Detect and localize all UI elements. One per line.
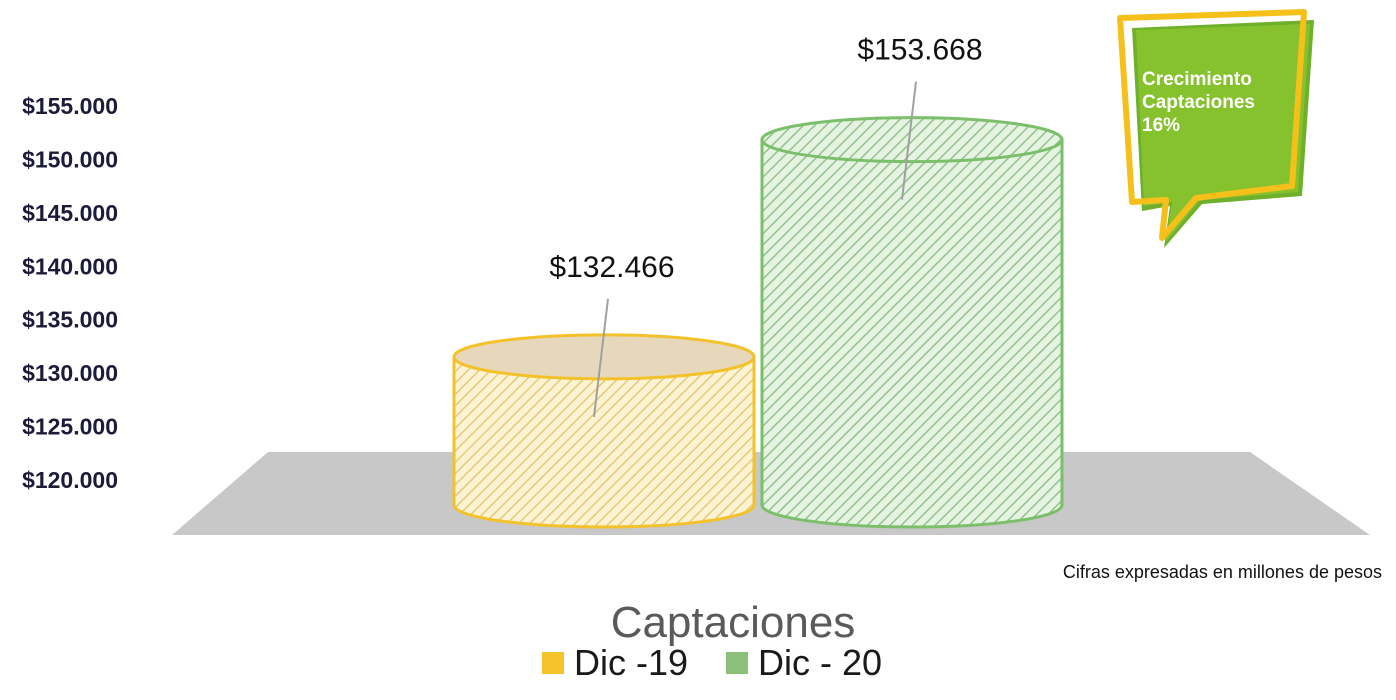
bar-body-1 [452,355,756,529]
data-label-leader-2 [901,81,917,200]
legend-swatch-dic-20 [726,652,749,674]
legend-item-dic-19: Dic -19 [542,642,688,684]
bar-body-2 [760,138,1064,529]
callout-line-2: Captaciones [1142,92,1255,113]
bar-top-1 [452,333,756,381]
y-tick-label: $145.000 [22,200,118,226]
callout-line-3: 16% [1142,115,1181,136]
y-tick-label: $130.000 [22,360,118,386]
y-tick-label: $135.000 [22,307,118,333]
legend-item-dic-20: Dic - 20 [726,642,882,684]
legend-label-dic-20: Dic - 20 [758,642,883,683]
bar-cylinder-2 [760,116,1064,529]
data-label-2: $153.668 [857,34,982,67]
callout-line-1: Crecimiento [1142,69,1252,90]
legend-label-dic-19: Dic -19 [574,642,689,683]
y-tick-label: $140.000 [22,253,118,279]
growth-callout [1117,9,1314,248]
bar-cylinder-1 [452,333,756,529]
bar-top-2 [760,116,1064,164]
x-axis-label: Captaciones [610,598,856,647]
legend: Dic -19 Dic - 20 [542,642,882,684]
callout-text: Crecimiento Captaciones 16% [1142,68,1292,137]
data-label-1: $132.466 [549,251,674,284]
y-tick-label: $120.000 [22,467,118,493]
y-tick-label: $150.000 [22,146,118,172]
chart-note: Cifras expresadas en millones de pesos [1062,562,1382,582]
data-label-leader-1 [593,298,609,417]
y-tick-label: $125.000 [22,414,118,440]
y-tick-label: $155.000 [22,93,118,119]
legend-swatch-dic-19 [542,652,564,674]
